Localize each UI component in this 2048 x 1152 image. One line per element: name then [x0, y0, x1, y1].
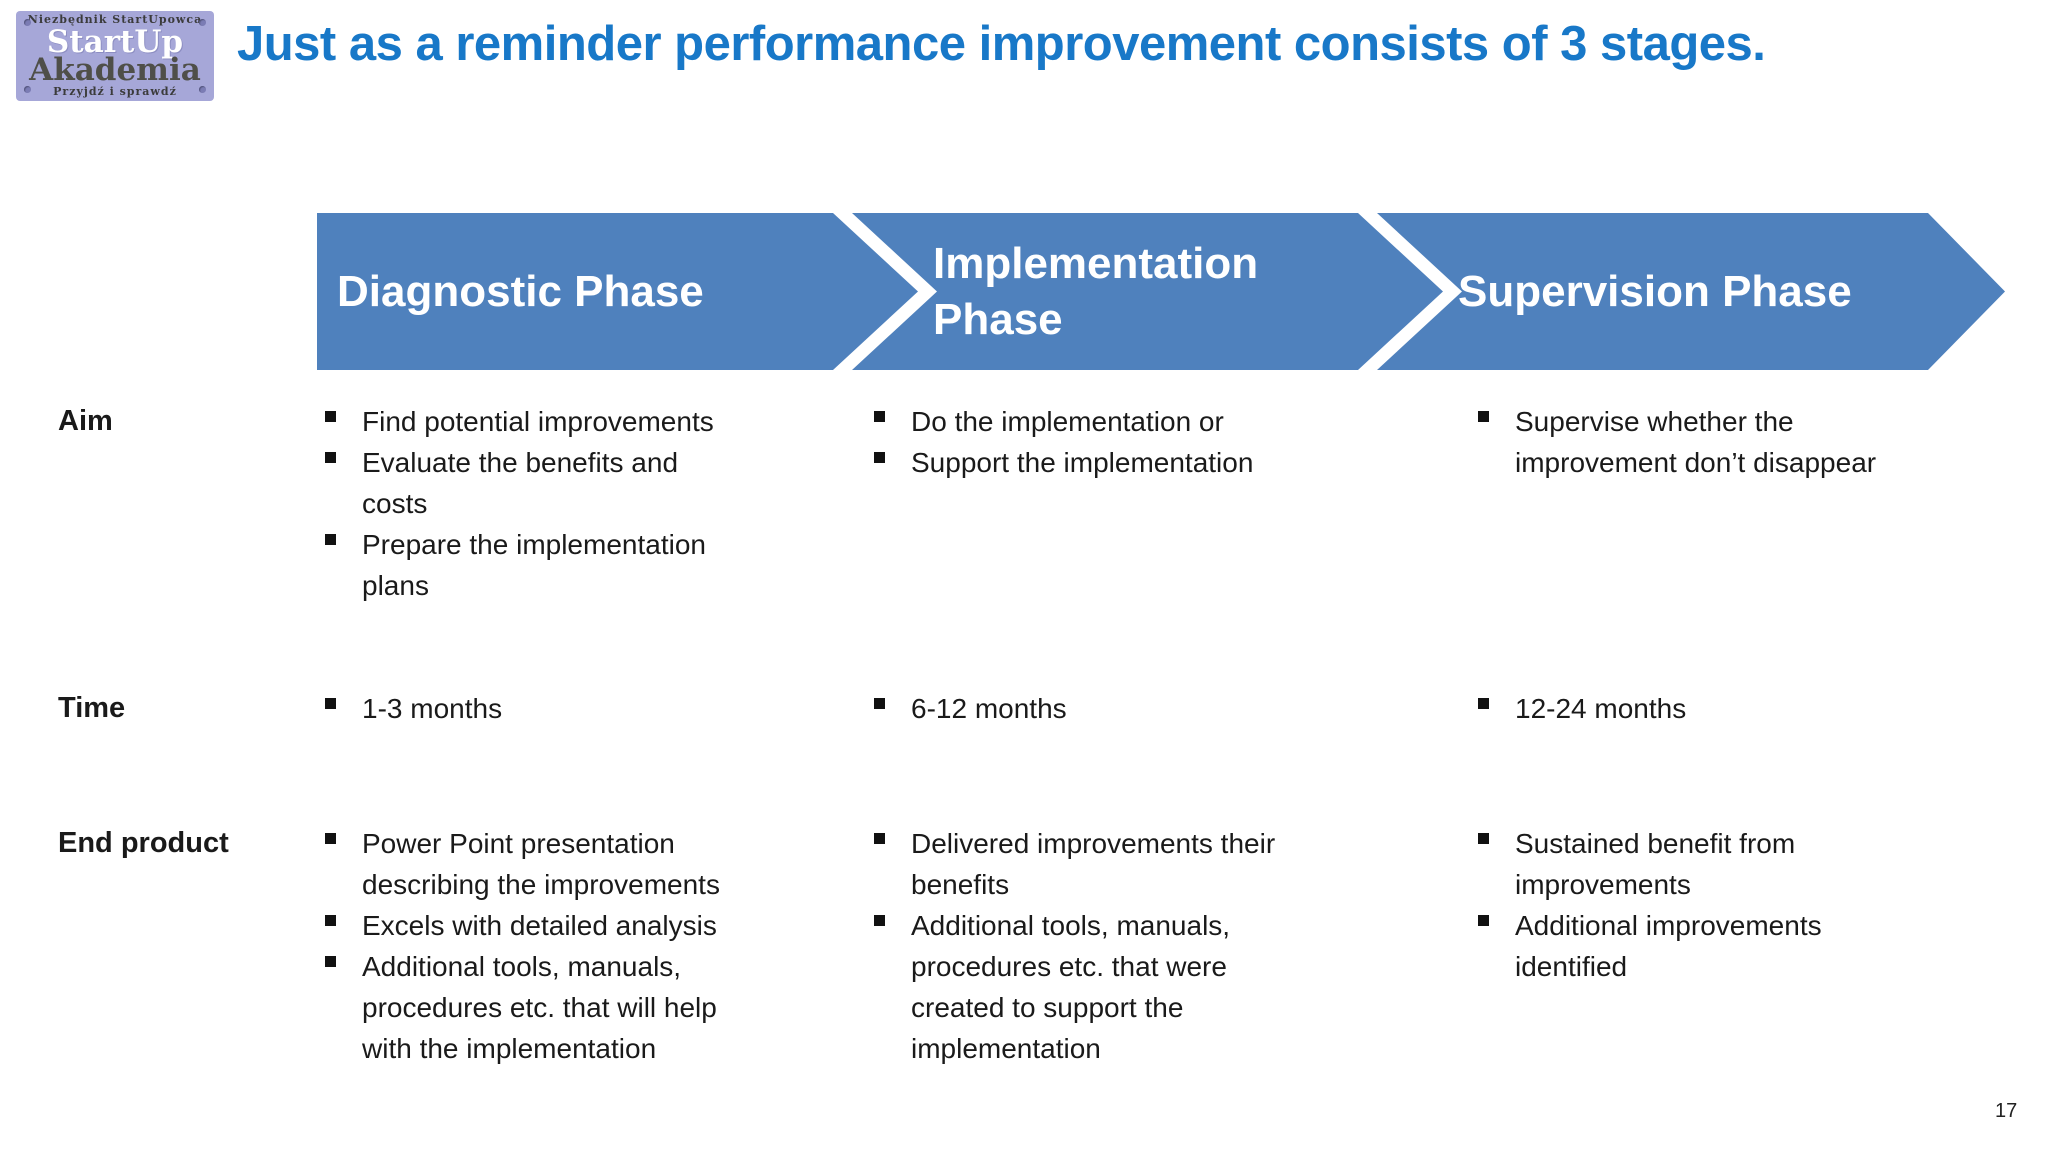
list-item: Evaluate the benefits and costs [325, 442, 795, 524]
row-label-aim: Aim [58, 405, 113, 437]
list-item: Excels with detailed analysis [325, 905, 795, 946]
bullet-icon [874, 833, 885, 844]
logo-tagline-bottom: Przyjdź i sprawdź [53, 85, 177, 98]
cell-time-supervision: 12-24 months [1478, 688, 1988, 729]
phase-label-diagnostic: Diagnostic Phase [337, 266, 704, 316]
bullet-icon [874, 411, 885, 422]
bullet-icon [874, 698, 885, 709]
bullet-text: Additional tools, manuals, procedures et… [911, 910, 1231, 1064]
list-item: Additional improvements identified [1478, 905, 1988, 987]
bullet-text: Evaluate the benefits and costs [362, 447, 679, 519]
bullet-text: Supervise whether the improvement don’t … [1515, 406, 1877, 478]
bullet-icon [325, 534, 336, 545]
chevron-arrows [317, 213, 2005, 370]
list-item: 12-24 months [1478, 688, 1988, 729]
screw-icon [24, 19, 31, 26]
bullet-icon [325, 915, 336, 926]
implementation-arrow-shape [852, 213, 1443, 370]
bullet-text: Power Point presentation describing the … [362, 828, 720, 900]
list-item: 1-3 months [325, 688, 795, 729]
bullet-icon [325, 698, 336, 709]
cell-aim-supervision: Supervise whether the improvement don’t … [1478, 401, 1988, 483]
bullet-icon [325, 956, 336, 967]
phase-label-implementation: Implementation Phase [933, 238, 1259, 344]
bullet-icon [1478, 411, 1489, 422]
page-number: 17 [1995, 1100, 2018, 1122]
list-item: Prepare the implementation plans [325, 524, 795, 606]
bullet-text: Sustained benefit from improvements [1515, 828, 1796, 900]
bullet-text: Do the implementation or [911, 406, 1224, 437]
cell-aim-implementation: Do the implementation or Support the imp… [874, 401, 1364, 483]
cell-time-diagnostic: 1-3 months [325, 688, 795, 729]
bullet-icon [1478, 833, 1489, 844]
list-item: Do the implementation or [874, 401, 1364, 442]
bullet-icon [325, 833, 336, 844]
supervision-arrow-shape [1377, 213, 2005, 370]
row-label-end-product: End product [58, 827, 229, 859]
cell-end-product-diagnostic: Power Point presentation describing the … [325, 823, 795, 1069]
cell-aim-diagnostic: Find potential improvements Evaluate the… [325, 401, 795, 606]
logo-word-startup: StartUp [46, 24, 184, 60]
cell-end-product-implementation: Delivered improvements their benefits Ad… [874, 823, 1364, 1069]
bullet-icon [325, 411, 336, 422]
logo-tagline-top: Niezbędnik StartUpowca [27, 13, 203, 26]
bullet-icon [325, 452, 336, 463]
bullet-text: Prepare the implementation plans [362, 529, 706, 601]
list-item: 6-12 months [874, 688, 1364, 729]
list-item: Sustained benefit from improvements [1478, 823, 1988, 905]
list-item: Additional tools, manuals, procedures et… [325, 946, 795, 1069]
list-item: Power Point presentation describing the … [325, 823, 795, 905]
bullet-icon [874, 915, 885, 926]
cell-time-implementation: 6-12 months [874, 688, 1364, 729]
screw-icon [199, 86, 206, 93]
bullet-icon [1478, 915, 1489, 926]
bullet-text: 1-3 months [362, 693, 503, 724]
list-item: Additional tools, manuals, procedures et… [874, 905, 1364, 1069]
row-label-time: Time [58, 692, 126, 724]
list-item: Delivered improvements their benefits [874, 823, 1364, 905]
slide-title: Just as a reminder performance improveme… [237, 17, 1766, 71]
bullet-icon [874, 452, 885, 463]
list-item: Supervise whether the improvement don’t … [1478, 401, 1988, 483]
bullet-text: Find potential improvements [362, 406, 714, 437]
process-arrow-band: Diagnostic Phase Implementation Phase Su… [317, 213, 2005, 370]
bullet-text: Excels with detailed analysis [362, 910, 717, 941]
bullet-text: Additional improvements identified [1515, 910, 1822, 982]
bullet-text: 12-24 months [1515, 693, 1687, 724]
screw-icon [199, 19, 206, 26]
screw-icon [24, 86, 31, 93]
bullet-text: Support the implementation [911, 447, 1254, 478]
list-item: Find potential improvements [325, 401, 795, 442]
bullet-text: Additional tools, manuals, procedures et… [362, 951, 717, 1064]
bullet-icon [1478, 698, 1489, 709]
startup-akademia-logo: Niezbędnik StartUpowca StartUp Akademia … [16, 11, 214, 101]
diagnostic-arrow-shape [317, 213, 918, 370]
logo-word-akademia: Akademia [29, 52, 201, 88]
phase-label-supervision: Supervision Phase [1458, 266, 1852, 316]
bullet-text: 6-12 months [911, 693, 1067, 724]
bullet-text: Delivered improvements their benefits [911, 828, 1276, 900]
list-item: Support the implementation [874, 442, 1364, 483]
cell-end-product-supervision: Sustained benefit from improvements Addi… [1478, 823, 1988, 987]
